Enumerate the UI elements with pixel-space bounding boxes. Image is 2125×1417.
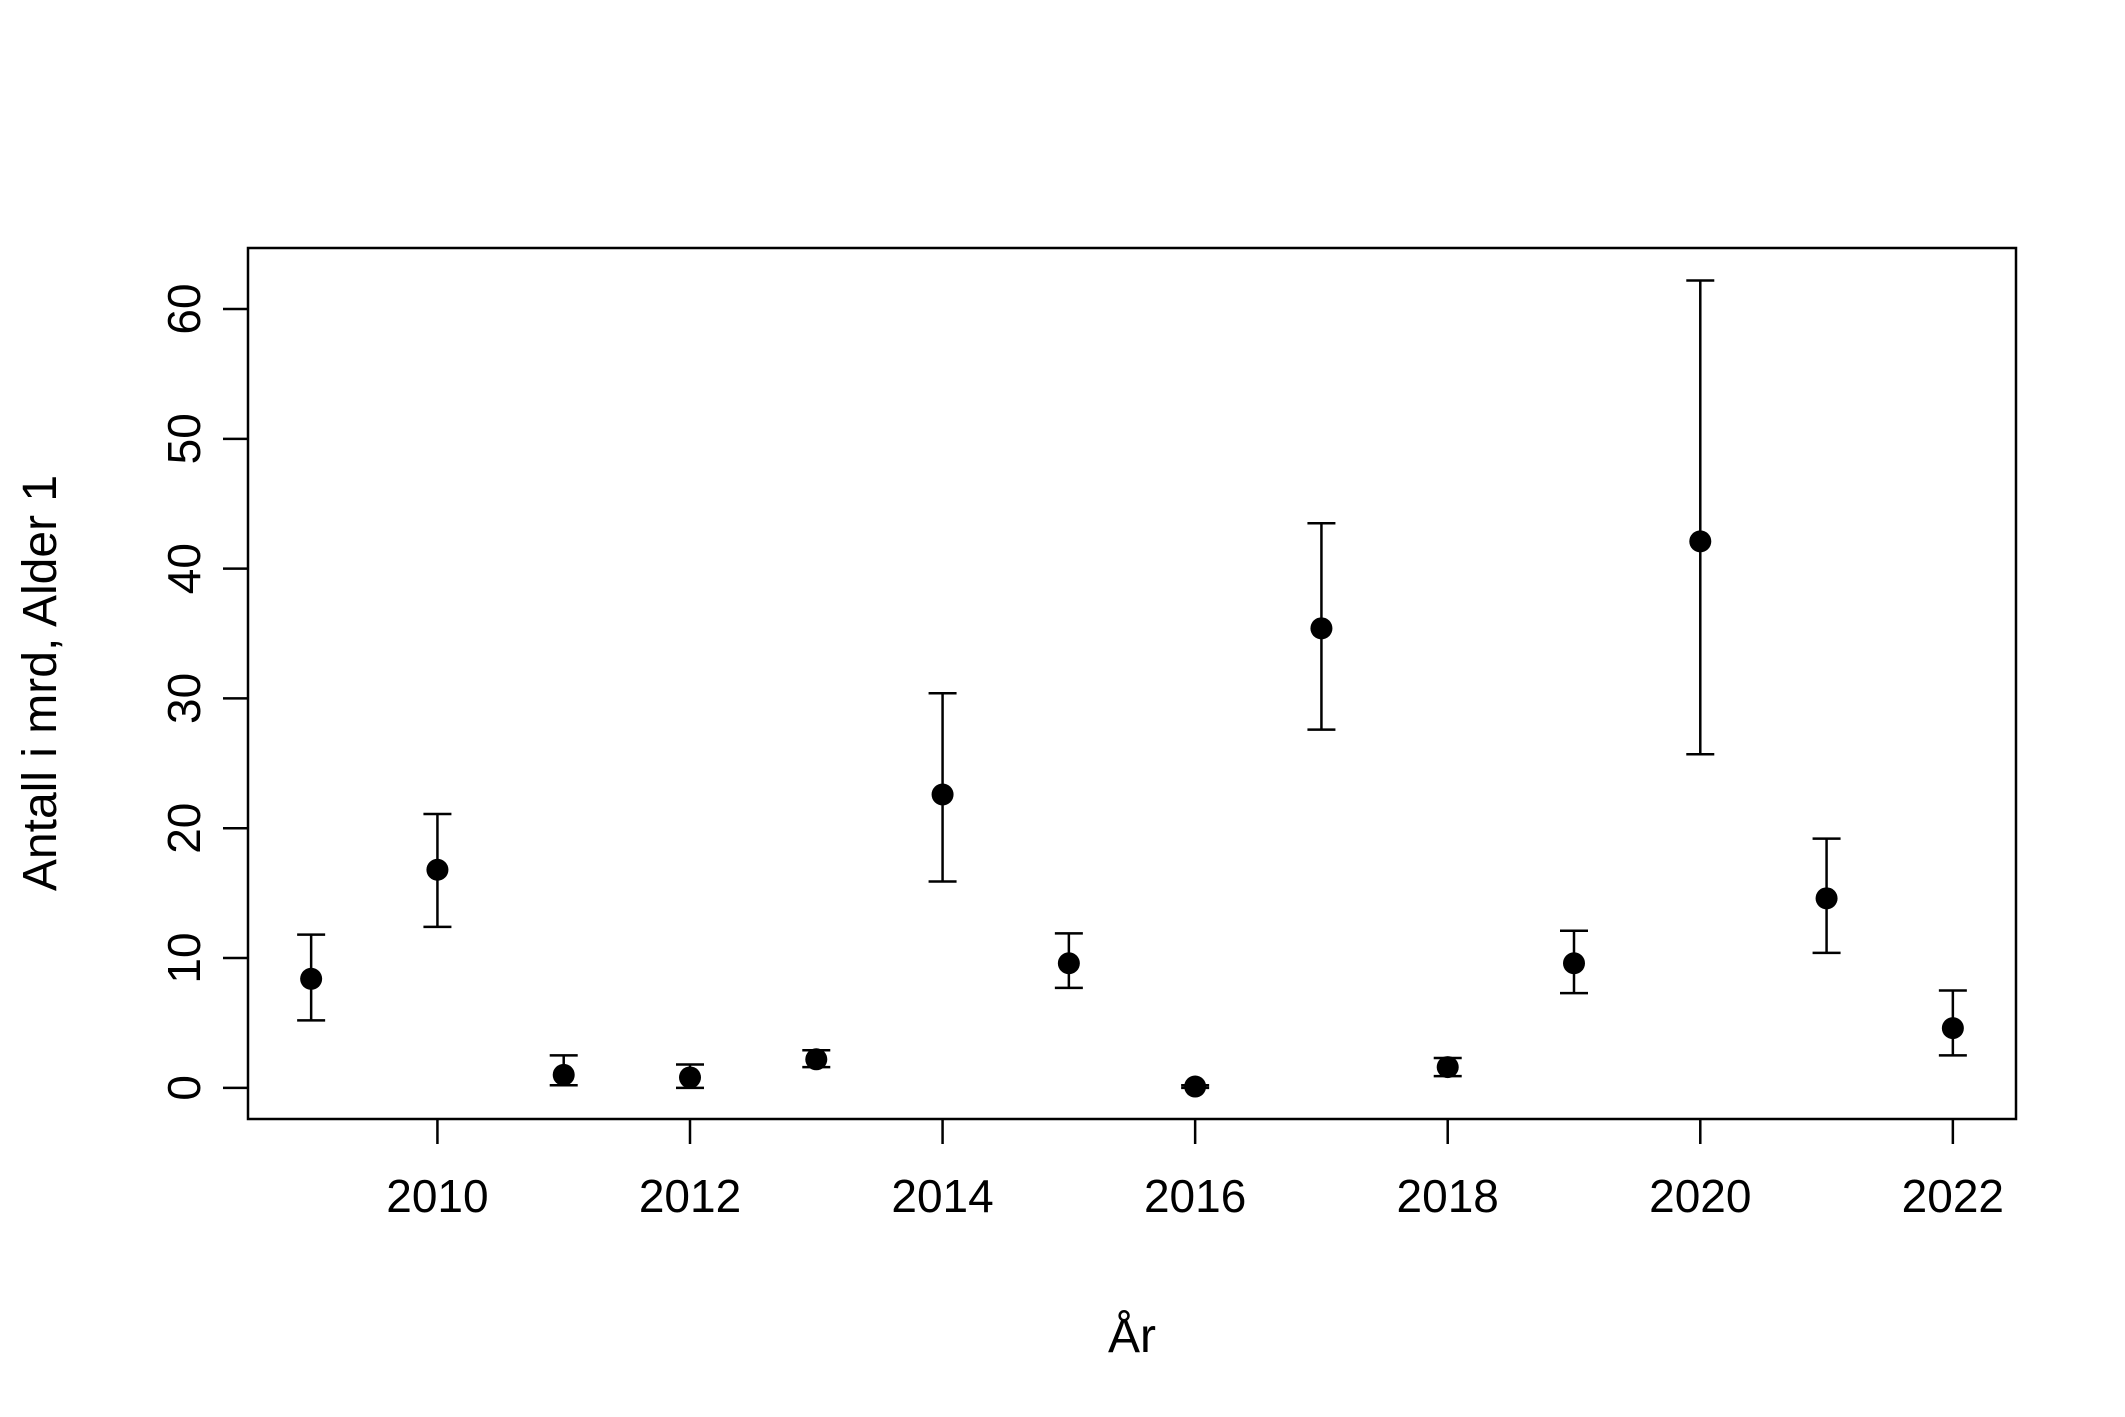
data-points [300,530,1964,1098]
x-tick-label: 2014 [891,1170,993,1222]
data-point [1057,952,1080,975]
y-tick-label: 20 [158,803,210,854]
data-point [1310,617,1333,640]
data-point [679,1066,701,1089]
data-point [1941,1017,1964,1040]
x-tick-label: 2016 [1144,1170,1246,1222]
data-point [1815,887,1838,910]
plot-frame [246,246,2018,1121]
x-tick-label: 2012 [639,1170,741,1222]
y-tick-label: 30 [158,673,210,724]
y-tick-label: 10 [158,932,210,983]
y-axis-label: Antall i mrd, Alder 1 [14,475,67,891]
y-tick-label: 40 [158,543,210,594]
x-tick-label: 2020 [1649,1170,1751,1222]
x-tick-label: 2018 [1397,1170,1499,1222]
x-axis-label: År [1108,1310,1156,1363]
x-axis: 2010 2012 2014 2016 2018 2020 2022 [386,1119,2004,1222]
data-point [1689,530,1712,553]
y-tick-label: 0 [158,1075,210,1101]
data-point [931,783,954,806]
y-tick-label: 60 [158,283,210,334]
data-point [805,1048,828,1071]
data-point [1563,952,1585,975]
error-bars [297,279,1967,1090]
y-axis: 0 10 20 30 40 50 60 [158,283,248,1101]
data-point [426,858,449,881]
data-point [552,1063,575,1086]
data-point [1184,1075,1207,1098]
y-tick-label: 50 [158,413,210,464]
data-point [300,967,323,990]
x-tick-label: 2010 [386,1170,488,1222]
data-point [1436,1056,1459,1079]
x-tick-label: 2022 [1902,1170,2004,1222]
